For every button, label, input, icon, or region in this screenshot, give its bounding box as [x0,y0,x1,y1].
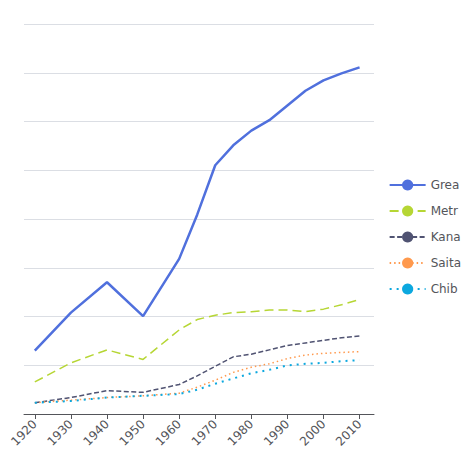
svg-text:1930: 1930 [44,417,75,448]
svg-text:Saita: Saita [431,256,461,270]
svg-text:1970: 1970 [189,417,220,448]
svg-text:1940: 1940 [80,417,111,448]
svg-text:1960: 1960 [153,417,184,448]
svg-text:Chib: Chib [431,282,458,296]
svg-text:1990: 1990 [261,417,292,448]
svg-text:1980: 1980 [225,417,256,448]
svg-text:Metr: Metr [431,204,458,218]
svg-text:2010: 2010 [333,417,364,448]
svg-text:1920: 1920 [8,417,39,448]
svg-text:2000: 2000 [297,417,328,448]
svg-text:1950: 1950 [117,417,148,448]
svg-text:Kana: Kana [431,230,461,244]
svg-text:Grea: Grea [431,178,460,192]
